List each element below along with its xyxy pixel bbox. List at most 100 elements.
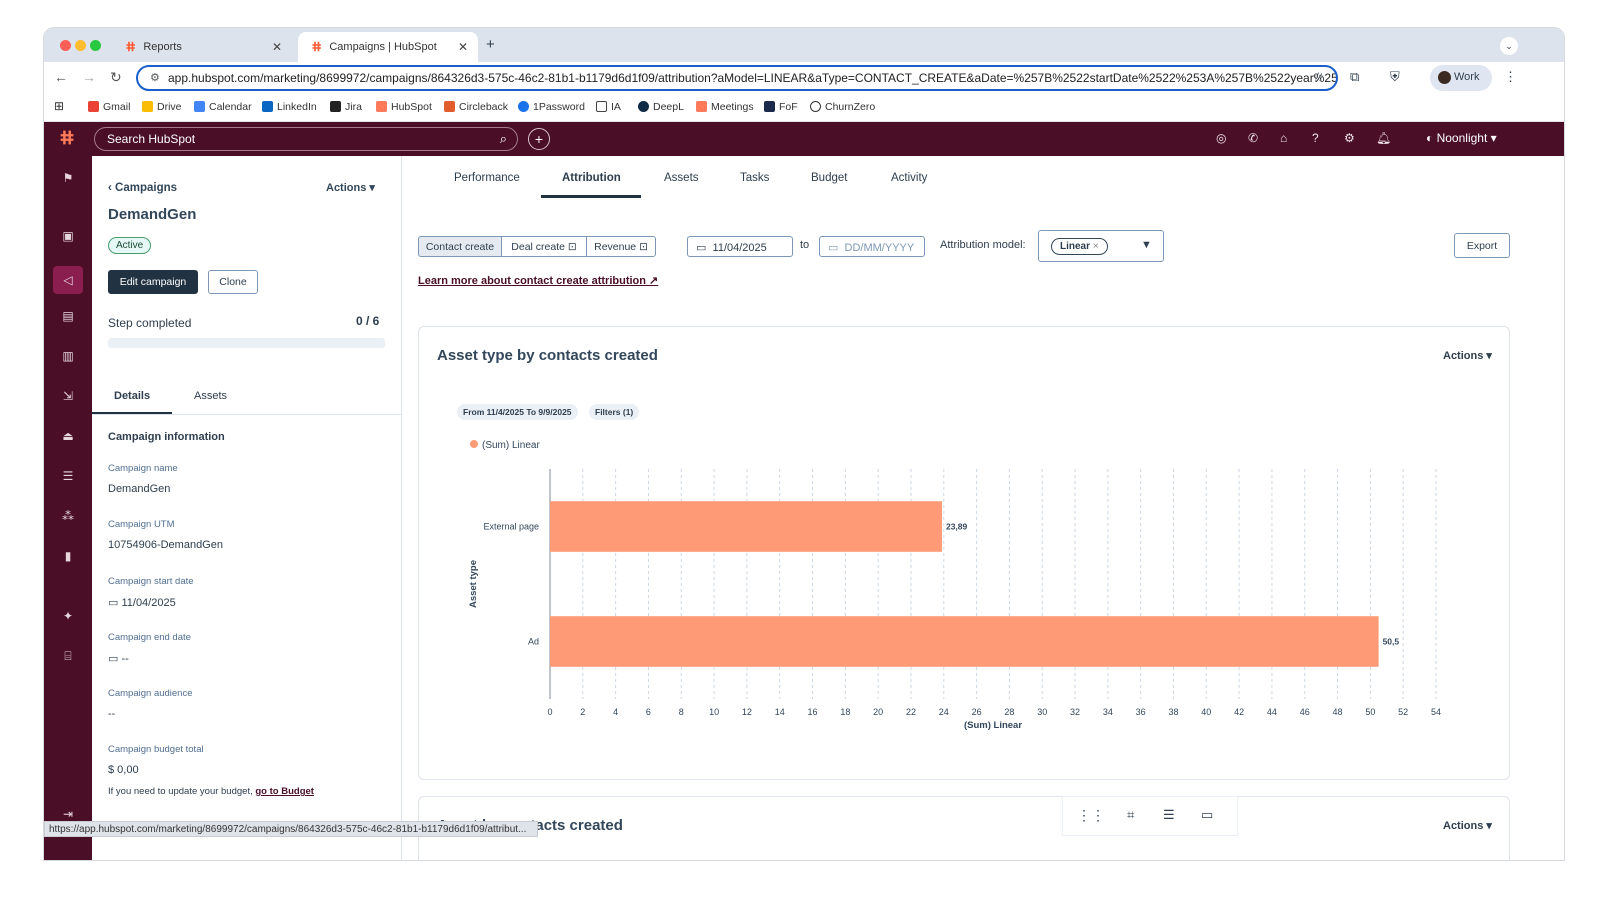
forward-icon[interactable]: → [82,69,96,85]
ai-icon[interactable]: ✦ [62,609,74,623]
help-icon[interactable]: ? [1312,131,1319,145]
search-input[interactable]: Search HubSpot ⌕ [94,127,518,151]
chart-actions-dropdown[interactable]: Actions ▾ [1443,820,1492,832]
remove-tag-icon[interactable]: × [1092,241,1099,252]
reporting-icon[interactable]: ▮ [64,549,72,563]
checklist-icon[interactable]: ☰ [1163,807,1175,822]
tab-reports[interactable]: ⵌ Reports ✕ [112,32,292,62]
bookmark-meetings[interactable]: Meetings [696,101,754,113]
url-input[interactable]: app.hubspot.com/marketing/8699972/campai… [136,65,1338,91]
segment-revenue[interactable]: Revenue ⊡ [586,236,656,257]
phone-icon[interactable]: ✆ [1248,131,1259,145]
incognito-icon[interactable]: ⛨ [1390,69,1400,84]
x-tick-label: 20 [873,707,883,717]
bookmark-circleback[interactable]: Circleback [444,101,508,113]
date-range-chip[interactable]: From 11/4/2025 To 9/9/2025 [457,404,578,420]
sales-icon[interactable]: ⇲ [62,389,74,403]
segment-deal-create[interactable]: Deal create ⊡ [501,236,587,257]
upgrade-icon[interactable]: ◎ [1216,131,1227,145]
back-icon[interactable]: ← [54,69,68,85]
account-menu[interactable]: ◐ Noonlight ▾ [1426,131,1497,145]
step-progress-bar [108,338,385,348]
bookmark-jira[interactable]: Jira [330,101,362,113]
actions-label: Actions [326,182,367,194]
collapse-nav-icon[interactable]: ⇥ [62,807,74,821]
marketplace-icon[interactable]: ⌂ [1280,131,1288,145]
chart-card-2: Asset by contacts created Actions ▾ [418,796,1510,860]
actions-dropdown[interactable]: Actions ▾ [326,182,375,194]
active-tab-indicator [541,195,641,198]
tab-budget[interactable]: Budget [811,172,848,184]
bookmark-hubspot[interactable]: HubSpot [376,101,432,113]
marketing-icon[interactable]: ◁ [53,266,83,294]
drag-handle-icon[interactable]: ⋮⋮ [1077,807,1105,823]
content-icon[interactable]: ▤ [62,309,74,323]
tab-performance[interactable]: Performance [454,172,520,184]
segment-contact-create[interactable]: Contact create [418,236,502,257]
attribution-model-select[interactable]: Linear × ▼ [1038,230,1164,262]
extensions-icon[interactable]: ⧉ [1350,69,1360,84]
comments-icon[interactable]: ⌗ [1127,807,1135,822]
export-button[interactable]: Export [1454,233,1510,258]
hubspot-logo-icon[interactable]: ⵌ [60,128,75,148]
tab-details[interactable]: Details [114,390,151,402]
end-date-input[interactable]: ▭ DD/MM/YYYY [819,236,925,257]
bookmark-linkedin[interactable]: LinkedIn [262,101,317,113]
bookmark-1password[interactable]: 1Password [518,101,585,113]
service-icon[interactable]: ⏏ [62,429,74,443]
menu-icon[interactable]: ⋮ [1504,69,1517,84]
calendar-icon[interactable]: ▭ [1201,807,1214,822]
field-label: Campaign audience [108,688,193,699]
tab-assets[interactable]: Assets [194,390,228,402]
chart-actions-dropdown[interactable]: Actions ▾ [1443,350,1492,362]
tab-attribution[interactable]: Attribution [562,172,621,184]
bookmark-calendar[interactable]: Calendar [194,101,252,113]
breadcrumb[interactable]: ‹ Campaigns [108,182,178,194]
tab-tasks[interactable]: Tasks [740,172,770,184]
bookmark-gmail[interactable]: Gmail [88,101,130,113]
field-value: ▭ -- [108,652,129,665]
bookmark-drive[interactable]: Drive [142,101,182,113]
filters-chip[interactable]: Filters (1) [589,404,640,420]
go-to-budget-link[interactable]: go to Budget [255,786,314,797]
attribution-model-label: Attribution model: [940,239,1026,251]
bookmark-ia[interactable]: IA [596,101,621,113]
edit-campaign-button[interactable]: Edit campaign [108,270,198,294]
bookmark-star-icon[interactable]: ☆ [1312,69,1325,85]
create-new-icon[interactable]: + [528,128,550,150]
data-icon[interactable]: ☰ [62,469,74,483]
settings-icon[interactable]: ⚙ [1344,131,1355,145]
reload-icon[interactable]: ↻ [110,69,122,85]
tab-activity[interactable]: Activity [891,172,928,184]
developer-icon[interactable]: ⌸ [64,649,72,663]
bookmark-fof[interactable]: FoF [764,101,798,113]
start-date-input[interactable]: ▭ 11/04/2025 [687,236,793,257]
apps-icon[interactable]: ⊞ [54,99,65,113]
bookmarks-icon[interactable]: ⚑ [62,171,74,185]
automation-icon[interactable]: ⁂ [62,509,74,523]
search-icon[interactable]: ⌕ [499,131,507,146]
notifications-icon[interactable]: 🔔︎ [1376,131,1392,145]
commerce-icon[interactable]: ▥ [62,349,74,363]
close-tab-icon[interactable]: ✕ [457,40,468,54]
minimize-window-icon[interactable] [75,40,86,51]
clone-button[interactable]: Clone [208,270,258,294]
segment-label: Revenue [594,241,637,253]
bookmark-churnzero[interactable]: ChurnZero [810,101,875,113]
bookmark-deepl[interactable]: DeepL [638,101,684,113]
chevron-down-icon[interactable]: ▼ [1141,239,1152,251]
tab-assets[interactable]: Assets [664,172,699,184]
close-window-icon[interactable] [60,40,71,51]
maximize-window-icon[interactable] [90,40,101,51]
bookmark-label: HubSpot [391,101,432,113]
new-tab-icon[interactable]: + [486,36,495,53]
tab-campaigns[interactable]: ⵌ Campaigns | HubSpot ✕ [298,32,478,62]
contacts-icon[interactable]: ▣ [62,229,74,243]
learn-more-link[interactable]: Learn more about contact create attribut… [418,274,658,287]
x-tick-label: 24 [939,707,949,717]
profile-button[interactable]: Work [1430,65,1492,91]
bookmark-label: Gmail [103,101,131,113]
site-settings-icon[interactable]: ⚙ [150,72,160,84]
tab-search-icon[interactable]: ⌄ [1500,37,1518,55]
close-tab-icon[interactable]: ✕ [271,40,282,54]
